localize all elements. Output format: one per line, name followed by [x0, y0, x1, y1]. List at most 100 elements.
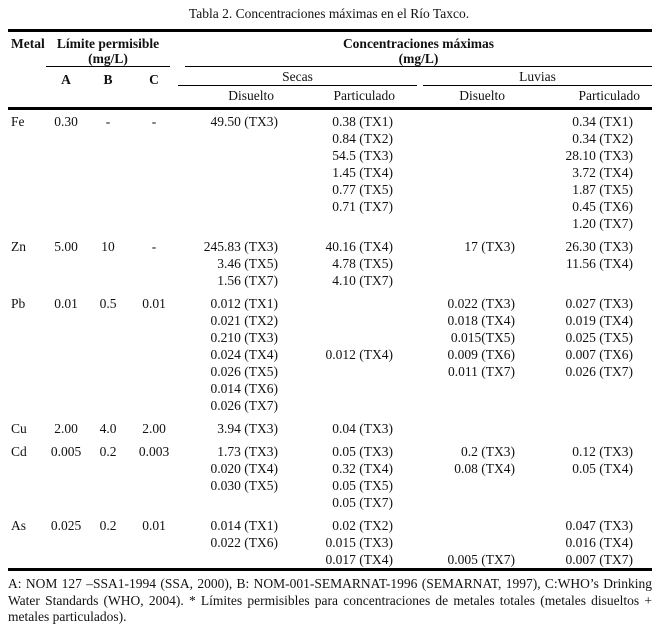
- value-line: 1.45 (TX4): [332, 165, 393, 180]
- cell-luvias-particulado: 26.30 (TX3) 11.56 (TX4): [519, 238, 652, 289]
- header-subcol-row: Disuelto Particulado Disuelto Particulad…: [178, 86, 652, 107]
- cell-b: 10: [86, 238, 130, 289]
- value-line: 0.047 (TX3): [565, 518, 634, 533]
- value-line: 0.022 (TX3): [447, 296, 516, 311]
- cell-luvias-particulado: 0.34 (TX1) 0.34 (TX2) 28.10 (TX3) 3.72 (TX4…: [519, 113, 652, 232]
- value-line: 0.016 (TX4): [565, 535, 634, 550]
- value-line: 26.30 (TX3): [565, 239, 634, 254]
- cell-secas-particulado: 0.02 (TX2) 0.015 (TX3) 0.017 (TX4): [282, 517, 397, 568]
- header-metal: Metal: [11, 36, 45, 51]
- value-line: 0.02 (TX2): [332, 518, 393, 533]
- value-line: 0.2: [99, 444, 117, 459]
- value-line: 0.05 (TX5): [332, 478, 393, 493]
- value-line: 0.32 (TX4): [332, 461, 393, 476]
- value-line: 0.34 (TX1): [572, 114, 633, 129]
- cell-secas-disuelto: 245.83 (TX3) 3.46 (TX5) 1.56 (TX7): [178, 238, 282, 289]
- table-row-fe: Fe 0.30 - - 49.50 (TX3) 0.38 (TX1) 0.84 (TX2) 5…: [8, 113, 652, 232]
- header-secas-disuelto: Disuelto: [228, 88, 274, 103]
- value-line: [397, 517, 515, 534]
- cell-secas-particulado: 0.05 (TX3) 0.32 (TX4) 0.05 (TX5) 0.05 (TX7): [282, 443, 397, 511]
- value-line: 0.2: [99, 518, 117, 533]
- header-abc-row: A B C: [46, 67, 178, 88]
- cell-secas-disuelto: 3.94 (TX3): [178, 420, 282, 437]
- value-line: 0.05 (TX7): [332, 495, 393, 510]
- value-line: 40.16 (TX4): [325, 239, 394, 254]
- cell-luvias-disuelto: 17 (TX3): [397, 238, 519, 289]
- header-bottom-rule: [8, 107, 652, 110]
- value-line: 1.87 (TX5): [572, 182, 633, 197]
- cell-secas-disuelto: 0.014 (TX1) 0.022 (TX6): [178, 517, 282, 568]
- cell-a: 0.025: [46, 517, 86, 568]
- value-line: 0.020 (TX4): [210, 461, 279, 476]
- value-line: 0.025 (TX5): [565, 330, 634, 345]
- value-line: 0.005 (TX7): [447, 552, 516, 567]
- value-line: [282, 312, 393, 329]
- value-line: 10: [101, 239, 115, 254]
- cell-secas-particulado: 40.16 (TX4) 4.78 (TX5) 4.10 (TX7): [282, 238, 397, 289]
- value-line: [282, 295, 393, 312]
- value-line: 3.72 (TX4): [572, 165, 633, 180]
- table-row-as: As 0.025 0.2 0.01 0.014 (TX1) 0.022 (TX6) 0.02…: [8, 517, 652, 568]
- cell-secas-particulado: 0.38 (TX1) 0.84 (TX2) 54.5 (TX3) 1.45 (TX4)…: [282, 113, 397, 232]
- header-limite-group: Límite permisible (mg/L) A B C: [46, 32, 178, 107]
- cell-metal: Pb: [8, 295, 46, 414]
- value-line: -: [151, 239, 157, 254]
- cell-c: -: [130, 238, 178, 289]
- cell-c: 0.003: [130, 443, 178, 511]
- value-line: 0.015(TX5): [450, 330, 515, 345]
- value-line: 0.012 (TX1): [210, 296, 279, 311]
- value-line: 0.014 (TX1): [210, 518, 279, 533]
- table-row-cd: Cd 0.005 0.2 0.003 1.73 (TX3) 0.020 (TX4) 0.03…: [8, 443, 652, 511]
- table-body: Fe 0.30 - - 49.50 (TX3) 0.38 (TX1) 0.84 (TX2) 5…: [8, 110, 652, 568]
- value-line: 1.56 (TX7): [217, 273, 278, 288]
- table-top-rule: [8, 29, 652, 32]
- data-table: Metal Límite permisible (mg/L) A B C Con…: [8, 29, 652, 571]
- value-line: 49.50 (TX3): [210, 114, 279, 129]
- value-line: Fe: [11, 114, 25, 129]
- value-line: 0.022 (TX6): [210, 535, 279, 550]
- value-line: 0.01: [54, 296, 78, 311]
- cell-luvias-disuelto: [397, 113, 519, 232]
- value-line: 0.012 (TX4): [325, 347, 394, 362]
- cell-b: -: [86, 113, 130, 232]
- value-line: 4.0: [99, 421, 117, 436]
- header-col-c: C: [149, 72, 159, 87]
- value-line: 0.007 (TX7): [565, 552, 634, 567]
- value-line: 0.04 (TX3): [332, 421, 393, 436]
- cell-c: 0.01: [130, 295, 178, 414]
- value-line: 0.005: [50, 444, 82, 459]
- cell-metal: As: [8, 517, 46, 568]
- value-line: 54.5 (TX3): [332, 148, 393, 163]
- table-row-zn: Zn 5.00 10 - 245.83 (TX3) 3.46 (TX5) 1.56 (TX7…: [8, 238, 652, 289]
- header-col-b: B: [103, 72, 113, 87]
- cell-b: 0.2: [86, 443, 130, 511]
- cell-luvias-particulado: 0.047 (TX3) 0.016 (TX4) 0.007 (TX7): [519, 517, 652, 568]
- value-line: 0.77 (TX5): [332, 182, 393, 197]
- cell-metal: Fe: [8, 113, 46, 232]
- value-line: 0.45 (TX6): [572, 199, 633, 214]
- table-title: Tabla 2. Concentraciones máximas en el R…: [188, 6, 470, 21]
- value-line: 3.46 (TX5): [217, 256, 278, 271]
- value-line: 1.73 (TX3): [217, 444, 278, 459]
- cell-luvias-particulado: 0.027 (TX3) 0.019 (TX4) 0.025 (TX5) 0.007 (…: [519, 295, 652, 414]
- value-line: 0.014 (TX6): [210, 381, 279, 396]
- cell-secas-disuelto: 0.012 (TX1) 0.021 (TX2) 0.210 (TX3) 0.024 (…: [178, 295, 282, 414]
- cell-secas-particulado: 0.04 (TX3): [282, 420, 397, 437]
- value-line: 0.025: [50, 518, 82, 533]
- table-bottom-rule: [8, 568, 652, 571]
- value-line: 0.009 (TX6): [447, 347, 516, 362]
- value-line: Zn: [11, 239, 26, 254]
- value-line: 17 (TX3): [464, 239, 515, 254]
- value-line: 0.024 (TX4): [210, 347, 279, 362]
- value-line: 2.00: [142, 421, 166, 436]
- value-line: 0.018 (TX4): [447, 313, 516, 328]
- header-limite-title: Límite permisible (mg/L): [46, 32, 170, 67]
- value-line: 0.015 (TX3): [325, 535, 394, 550]
- value-line: As: [11, 518, 27, 533]
- cell-c: 2.00: [130, 420, 178, 437]
- value-line: 0.030 (TX5): [210, 478, 279, 493]
- value-line: 0.021 (TX2): [210, 313, 279, 328]
- header-season-secas: Secas: [178, 69, 417, 86]
- cell-luvias-disuelto: 0.2 (TX3) 0.08 (TX4): [397, 443, 519, 511]
